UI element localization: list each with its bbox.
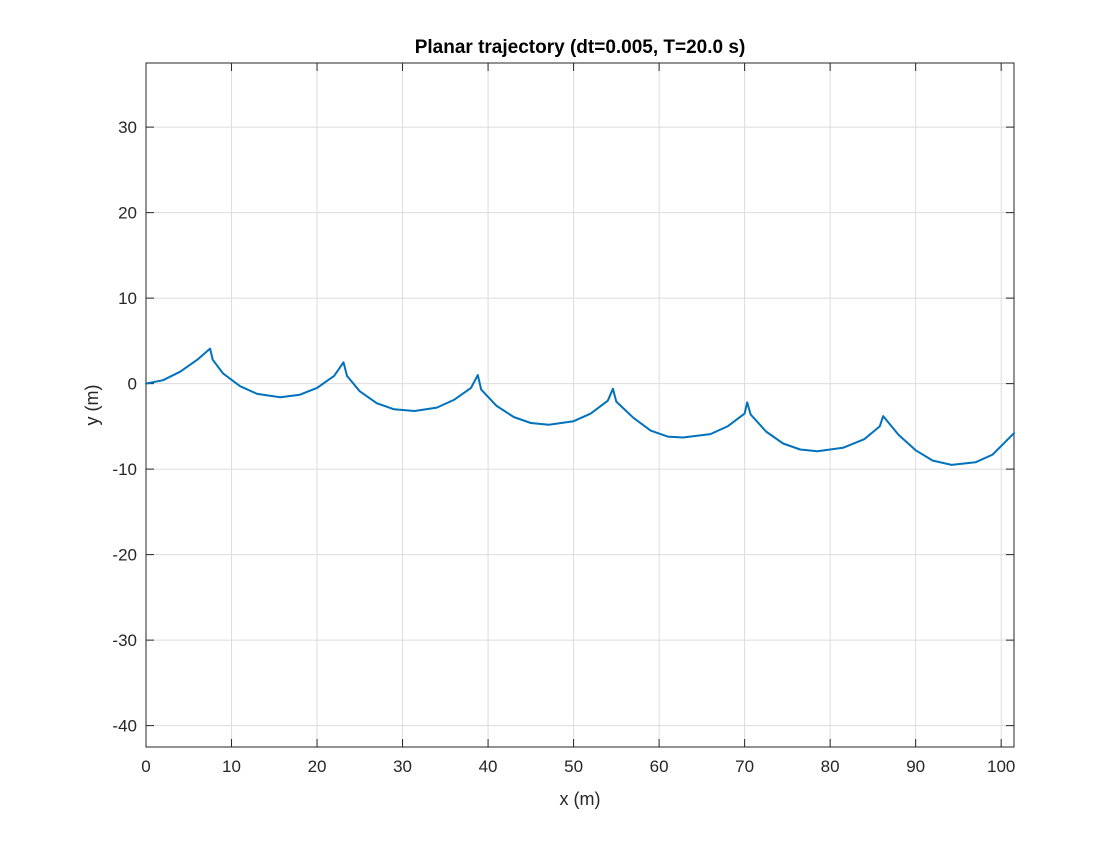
series-layer (145, 347, 1015, 466)
y-tick-label: 10 (118, 289, 137, 308)
x-tick-label: 70 (735, 757, 754, 776)
x-tick-label: 20 (308, 757, 327, 776)
y-tick-label: 30 (118, 118, 137, 137)
ticks: 0 10 20 30 40 50 60 70 80 90 100 -40 -30 -20 -10 0 10 20 3… (112, 63, 1015, 776)
x-tick-label: 0 (141, 757, 150, 776)
x-tick-label: 90 (906, 757, 925, 776)
y-tick-label: 20 (118, 204, 137, 223)
x-tick-label: 60 (650, 757, 669, 776)
x-tick-label: 100 (987, 757, 1015, 776)
y-tick-label: -20 (112, 546, 137, 565)
x-tick-label: 30 (393, 757, 412, 776)
y-tick-label: -30 (112, 631, 137, 650)
chart-title: Planar trajectory (dt=0.005, T=20.0 s) (415, 37, 746, 58)
axes-box (145, 62, 1015, 748)
y-axis-label: y (m) (82, 385, 102, 426)
y-tick-label: 0 (128, 375, 137, 394)
trajectory-line (145, 347, 1015, 466)
x-tick-label: 40 (479, 757, 498, 776)
x-axis-label: x (m) (560, 789, 601, 809)
y-tick-label: -40 (112, 717, 137, 736)
x-tick-label: 50 (564, 757, 583, 776)
grid (145, 63, 1014, 747)
x-tick-label: 10 (222, 757, 241, 776)
y-tick-label: -10 (112, 460, 137, 479)
x-tick-label: 80 (821, 757, 840, 776)
